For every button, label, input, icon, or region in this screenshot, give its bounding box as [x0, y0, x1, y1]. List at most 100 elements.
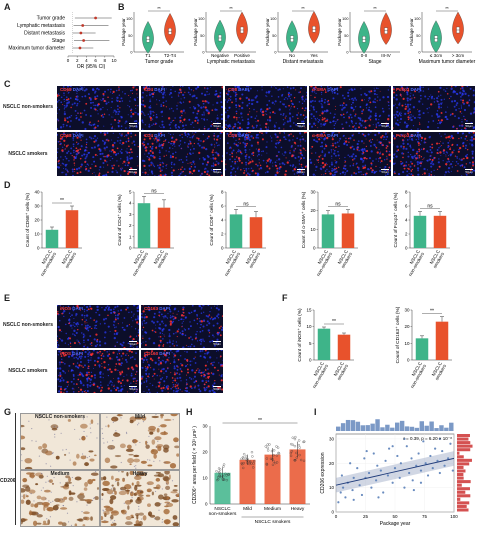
bar-plots-d: Count of CD68⁺ cells (%)010203040NSCLCno…: [25, 188, 450, 277]
row-label: NSCLC smokers: [8, 151, 48, 157]
dapi-label: DAPI: [326, 133, 339, 138]
stain-label: CD68 DAPI: [60, 133, 84, 138]
marginal-bar: [457, 483, 462, 487]
bar: [433, 215, 447, 248]
stain-label: CD163 DAPI: [144, 351, 170, 356]
scatter-point: [436, 459, 439, 462]
x-tick-label: Medium: [264, 506, 281, 512]
y-tick-label: 5: [309, 341, 312, 346]
scale-bar: 50μm: [381, 123, 389, 128]
data-point: [244, 455, 248, 458]
scatter-point: [434, 447, 437, 450]
y-tick-label: 50: [416, 34, 420, 38]
scatter-point: [405, 445, 408, 448]
marker-label: CD4: [144, 133, 154, 138]
marginal-bar: [409, 426, 415, 431]
dapi-label: DAPI: [71, 306, 84, 311]
scatter-plot-i: 0 25 50 75 100 0 10 20 30 Package year CD206 expre…: [320, 419, 473, 527]
scatter-point: [429, 454, 432, 458]
data-point: [277, 452, 281, 455]
micrograph: α-SMA DAPI 50μm: [309, 132, 391, 176]
y-tick-label: 2: [221, 232, 224, 237]
y-axis-label: Count of iNOS⁺ cells (%): [297, 308, 303, 362]
stain-label: CD4 DAPI: [144, 87, 165, 92]
micrograph: CD68 DAPI 50μm: [57, 132, 139, 176]
marginal-bar: [457, 444, 473, 448]
y-axis-label: CD206 expression: [320, 452, 326, 493]
scale-bar: 50μm: [465, 169, 473, 174]
y-tick-label: 4: [129, 201, 132, 206]
ihc-label: NSCLC non-smokers: [34, 414, 85, 420]
bar-subplot: CD206⁺ area per field ( × 10³ μm² ) 0 10 20…: [192, 418, 310, 525]
scatter-point: [403, 437, 406, 440]
data-point: [253, 459, 256, 463]
marker-label: CD68: [60, 133, 72, 138]
y-tick-label: 50: [200, 34, 204, 38]
scatter-point: [365, 449, 368, 453]
data-point: [302, 459, 306, 462]
data-point: [242, 457, 245, 460]
group-label: 0-II: [361, 53, 368, 58]
violin-subplot: Package year 0 50 100 T1 T2-T4 ** Tumor grade: [121, 6, 184, 65]
y-tick-label: 0: [405, 246, 408, 251]
scatter-point: [426, 474, 430, 477]
significance-mark: ns: [151, 188, 157, 194]
scale-bar: 50μm: [213, 123, 221, 128]
y-tick-label: 0: [202, 51, 204, 55]
data-point: [268, 443, 271, 446]
marker-label: α-SMA: [312, 133, 327, 138]
marginal-bar: [457, 465, 464, 469]
x-axis-label: Package year: [380, 521, 411, 527]
data-point: [218, 471, 221, 474]
ihc-image: [101, 471, 179, 526]
group-label: Yes: [310, 53, 318, 58]
data-point: [222, 474, 225, 478]
data-point: [248, 461, 252, 464]
panel-label-c: C: [4, 79, 11, 89]
scatter-point: [351, 488, 354, 492]
y-tick-label: 20: [404, 324, 410, 329]
x-tick-label: NSCLCsmokers: [336, 248, 354, 269]
bar: [341, 213, 355, 248]
y-tick-label: 0: [407, 358, 410, 363]
bar: [249, 217, 263, 248]
micrograph: Foxp3 DAPI 50μm: [393, 86, 475, 130]
micrograph-image: [393, 86, 475, 130]
y-tick-label: 0: [346, 51, 348, 55]
data-point: [266, 449, 270, 452]
y-axis-label: Package year: [265, 18, 270, 46]
side-bracket: [15, 413, 18, 525]
significance-mark: ns: [427, 204, 433, 210]
scatter-point: [382, 491, 385, 494]
scatter-point: [344, 496, 347, 499]
micrograph: CD68 DAPI 50μm: [57, 86, 139, 130]
data-point: [264, 445, 267, 448]
forest-label: Distant metastasis: [24, 31, 65, 37]
data-point: [222, 465, 225, 468]
marginal-bar: [429, 421, 434, 431]
x-tick-label: NSCLCsmokers: [428, 248, 446, 269]
data-point: [249, 460, 252, 463]
y-axis-label: Count of α-SMA⁺ cells (%): [301, 191, 307, 248]
forest-label: Lymphatic metastasis: [17, 23, 65, 29]
data-point: [291, 436, 294, 439]
y-tick-label: 20: [202, 450, 208, 455]
data-point: [291, 443, 294, 446]
y-tick-label: 10: [329, 485, 335, 490]
dapi-label: DAPI: [326, 87, 339, 92]
data-point: [222, 463, 226, 466]
y-tick-label: 50: [128, 34, 132, 38]
scatter-point: [447, 457, 450, 460]
ihc-tile: NSCLC non-smokers: [20, 413, 100, 470]
y-tick-label: 20: [34, 218, 40, 223]
dapi-label: DAPI: [158, 351, 171, 356]
micrograph: CD4 DAPI 50μm: [141, 132, 223, 176]
marginal-bar: [457, 437, 469, 441]
y-tick-label: 6: [405, 204, 408, 209]
data-point: [219, 468, 222, 471]
data-point: [218, 474, 221, 477]
bar: [264, 454, 281, 504]
marginal-bar: [375, 419, 380, 431]
data-point: [293, 445, 297, 448]
